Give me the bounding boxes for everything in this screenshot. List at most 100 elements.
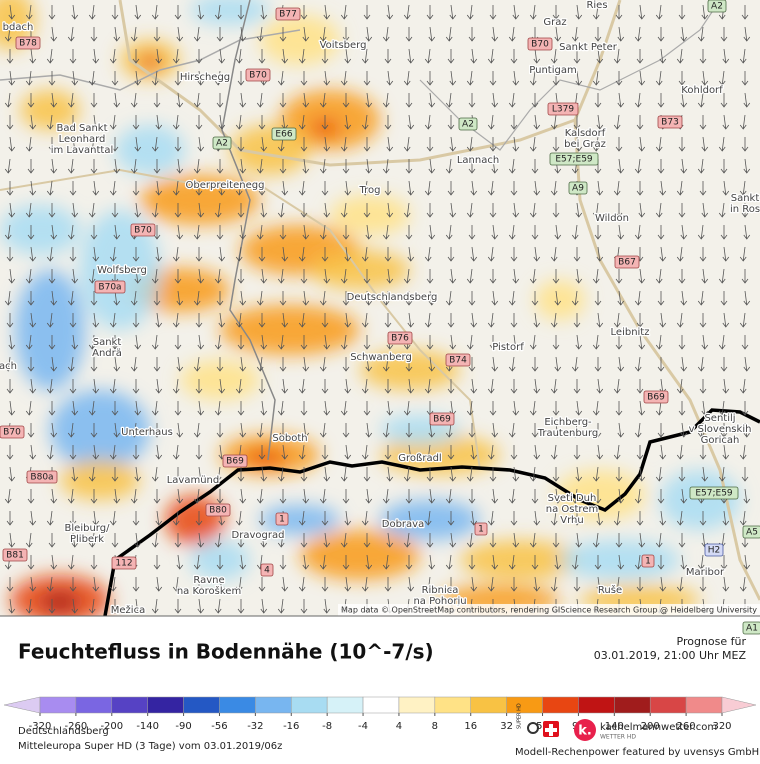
arrow xyxy=(634,26,642,42)
arrow xyxy=(25,532,33,548)
arrow xyxy=(424,312,432,328)
arrow xyxy=(256,92,264,108)
place-label: bei Graz xyxy=(564,139,606,150)
arrow xyxy=(615,533,623,548)
arrow xyxy=(361,444,369,460)
arrow xyxy=(176,26,184,42)
arrow xyxy=(319,488,327,504)
arrow xyxy=(594,489,602,504)
arrow xyxy=(153,159,161,174)
road xyxy=(0,168,481,471)
arrow xyxy=(298,510,306,526)
road-label: B81 xyxy=(6,551,24,561)
attribution-box xyxy=(338,604,760,616)
road-label: 1 xyxy=(478,525,484,535)
road-shield xyxy=(260,563,274,577)
arrow xyxy=(48,533,56,548)
arrow xyxy=(48,71,56,86)
arrow xyxy=(155,576,163,592)
arrow xyxy=(67,488,75,504)
arrow xyxy=(195,181,203,196)
arrow xyxy=(176,92,184,108)
arrow xyxy=(678,5,686,20)
arrow xyxy=(239,92,247,108)
arrow xyxy=(407,48,415,64)
arrow xyxy=(155,444,163,460)
arrow xyxy=(447,247,455,262)
arrow xyxy=(426,203,434,218)
arrow xyxy=(29,180,37,196)
arrow xyxy=(46,48,54,64)
arrow xyxy=(298,180,306,196)
arrow xyxy=(659,246,667,262)
arrow xyxy=(218,576,226,592)
arrow xyxy=(697,224,705,240)
arrow xyxy=(365,26,373,42)
field-patch xyxy=(15,270,85,390)
place-label: Bleiburg/ xyxy=(65,523,111,534)
arrow xyxy=(676,378,684,394)
arrow xyxy=(27,225,35,240)
arrow xyxy=(29,114,37,130)
road-shield xyxy=(271,127,297,141)
legend-tick-label: 4 xyxy=(396,721,402,732)
arrow xyxy=(258,379,266,394)
arrow xyxy=(92,48,100,64)
field-patch xyxy=(260,505,340,535)
arrow xyxy=(659,576,667,592)
arrow xyxy=(8,70,16,86)
arrow xyxy=(550,444,558,460)
arrow xyxy=(699,181,707,196)
arrow xyxy=(386,532,394,548)
arrow xyxy=(722,576,730,592)
arrow xyxy=(491,158,499,174)
arrow xyxy=(46,576,54,592)
arrow xyxy=(172,510,180,526)
arrow xyxy=(428,158,436,174)
arrow xyxy=(365,554,373,570)
field-patch xyxy=(0,205,80,255)
arrow xyxy=(67,92,75,108)
arrow xyxy=(697,356,705,372)
legend-tick-label: -140 xyxy=(136,721,159,732)
arrow xyxy=(720,93,728,108)
arrow xyxy=(617,26,625,42)
arrow xyxy=(281,180,289,196)
road-label: 112 xyxy=(115,559,132,569)
arrow xyxy=(92,576,100,592)
arrow xyxy=(216,159,224,174)
road-label: B77 xyxy=(279,10,297,20)
arrow xyxy=(176,158,184,174)
arrow xyxy=(678,203,686,218)
arrow xyxy=(529,466,537,482)
arrow xyxy=(638,466,646,482)
arrow xyxy=(342,357,350,372)
arrow xyxy=(743,422,751,438)
arrow xyxy=(468,489,476,504)
arrow xyxy=(470,246,478,262)
arrow xyxy=(344,378,352,394)
arrow xyxy=(365,422,373,438)
arrow xyxy=(67,26,75,42)
arrow xyxy=(531,225,539,240)
place-label: Ruše xyxy=(598,584,622,596)
arrow xyxy=(363,5,371,20)
arrow xyxy=(6,247,14,262)
arrow xyxy=(319,92,327,108)
arrow xyxy=(594,93,602,108)
arrow xyxy=(256,422,264,438)
arrow xyxy=(361,510,369,526)
arrow xyxy=(634,290,642,306)
place-label: Ries xyxy=(586,0,607,11)
arrow xyxy=(151,4,159,20)
arrow xyxy=(239,488,247,504)
arrow xyxy=(718,466,726,482)
region-border xyxy=(221,0,276,461)
arrow xyxy=(613,312,621,328)
arrow xyxy=(718,136,726,152)
arrow xyxy=(491,356,499,372)
place-label: Voitsberg xyxy=(320,40,367,51)
arrow xyxy=(258,115,266,130)
arrow xyxy=(718,202,726,218)
arrow xyxy=(300,137,308,152)
